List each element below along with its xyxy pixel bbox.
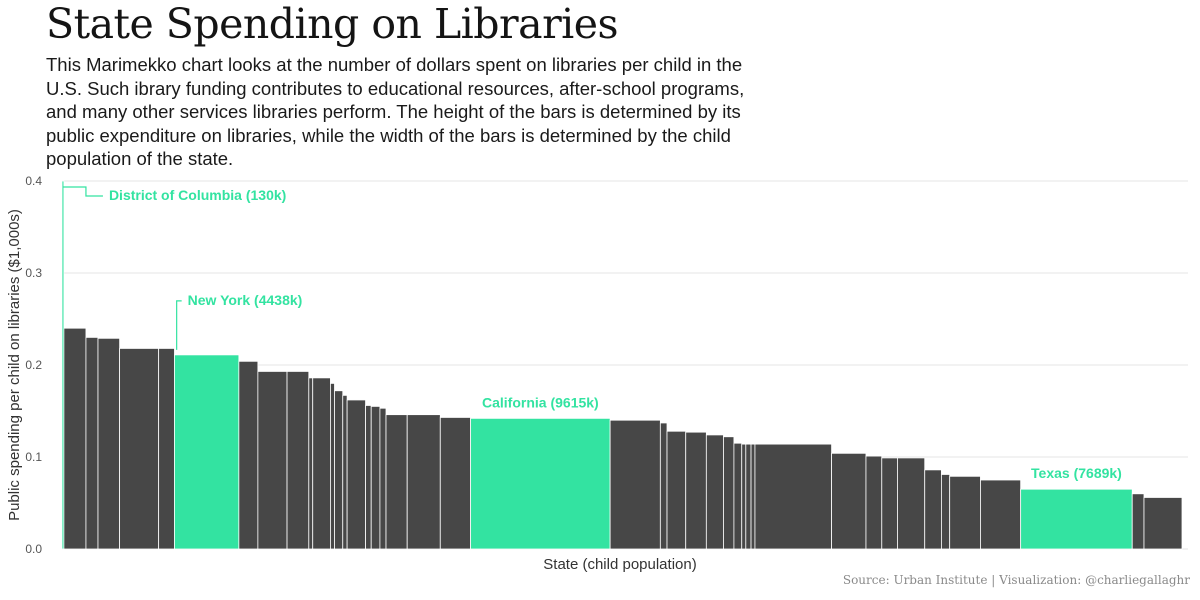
bar <box>659 422 668 550</box>
y-tick-label: 0.3 <box>25 266 42 280</box>
annotation-leader-line <box>176 300 182 350</box>
bar <box>745 443 752 550</box>
bar <box>924 469 942 550</box>
y-tick-label: 0.0 <box>25 542 42 556</box>
y-tick-labels: 0.0 0.1 0.2 0.3 0.4 <box>25 174 42 556</box>
bar <box>330 382 335 550</box>
bar <box>705 434 724 550</box>
bar <box>941 474 951 550</box>
bar <box>158 348 175 550</box>
annotations: District of Columbia (130k) New York (443… <box>62 186 1122 481</box>
y-tick-label: 0.2 <box>25 358 42 372</box>
bar <box>881 457 898 550</box>
bar <box>723 436 735 550</box>
bar <box>63 327 87 550</box>
highlight-bar <box>1020 488 1133 550</box>
bar <box>750 443 756 550</box>
bar <box>119 348 160 550</box>
bar <box>980 479 1022 550</box>
bar <box>85 336 99 550</box>
y-tick-label: 0.4 <box>25 174 42 188</box>
x-axis-label: State (child population) <box>543 556 696 573</box>
bar <box>370 405 381 550</box>
bar <box>346 399 366 550</box>
bar <box>97 337 121 550</box>
bar <box>685 431 707 550</box>
bar <box>312 377 331 550</box>
bar <box>754 443 832 550</box>
bar <box>733 442 743 550</box>
bar <box>365 405 372 550</box>
bar <box>865 455 883 550</box>
bar <box>334 390 344 550</box>
bar <box>385 414 408 550</box>
bar <box>949 475 981 550</box>
bar <box>609 419 661 550</box>
bar <box>342 394 348 550</box>
chart-title: State Spending on Libraries <box>46 0 619 48</box>
bars <box>61 180 1183 550</box>
bar-annotation: District of Columbia (130k) <box>109 187 286 203</box>
chart-subtitle: This Marimekko chart looks at the number… <box>46 54 745 169</box>
source-credit: Source: Urban Institute | Visualization:… <box>842 573 1190 587</box>
bar-annotation: New York (4438k) <box>188 292 303 308</box>
bar <box>1131 493 1145 550</box>
bar <box>831 452 867 550</box>
bar <box>286 371 310 550</box>
bar <box>257 371 288 550</box>
bar <box>741 443 747 550</box>
bar-annotation: Texas (7689k) <box>1031 465 1122 481</box>
highlight-bar <box>470 417 611 550</box>
highlight-bar <box>174 354 240 550</box>
bar <box>379 407 387 550</box>
bar <box>406 414 441 550</box>
bar <box>666 430 687 550</box>
bar <box>897 457 926 550</box>
y-tick-label: 0.1 <box>25 450 42 464</box>
bar <box>238 360 259 550</box>
y-axis-label: Public spending per child on libraries (… <box>6 209 23 521</box>
bar <box>1143 497 1183 550</box>
bar <box>439 417 472 550</box>
bar-annotation: California (9615k) <box>482 394 599 410</box>
bar <box>308 377 314 550</box>
annotation-leader-line <box>62 186 103 197</box>
